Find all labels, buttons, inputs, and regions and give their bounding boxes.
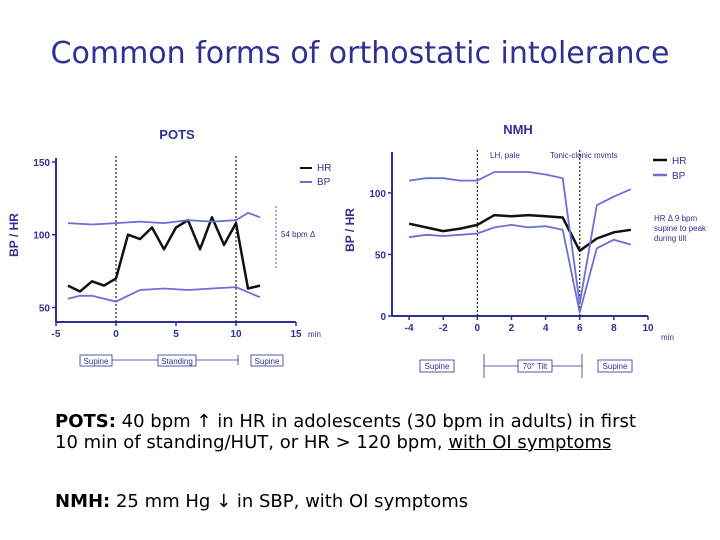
nmh-y-tick-label: 100 — [369, 189, 386, 200]
nmh-x-tick-label: 10 — [642, 323, 654, 334]
nmh-series-bp-low — [408, 224, 632, 314]
nmh-x-unit: min — [661, 333, 674, 342]
pots-legend-hr: HR — [317, 163, 331, 174]
nmh-x-tick-label: 8 — [611, 323, 617, 334]
pots-phase-supine-1: Supine — [84, 357, 109, 366]
nmh-series-bp — [408, 171, 632, 305]
pots-definition-oi-symptoms: with OI symptoms — [448, 432, 612, 453]
nmh-annotation-lh-pale: LH, pale — [490, 151, 520, 160]
pots-legend-bp: BP — [317, 177, 331, 188]
nmh-definition-label: NMH: — [55, 491, 111, 512]
nmh-definition: NMH: 25 mm Hg ↓ in SBP, with OI symptoms — [55, 491, 468, 512]
pots-y-tick-label: 50 — [39, 303, 51, 314]
nmh-x-tick-label: 0 — [475, 323, 481, 334]
pots-x-unit: min — [308, 330, 321, 339]
pots-delta-label: 54 bpm Δ — [281, 230, 316, 239]
nmh-x-tick-label: -4 — [405, 323, 414, 334]
pots-x-tick-label: 5 — [173, 329, 179, 340]
nmh-phase-supine-2: Supine — [603, 362, 628, 371]
pots-definition-line2: 10 min of standing/HUT, or HR > 120 bpm, — [55, 432, 449, 453]
nmh-y-label: BP / HR — [343, 208, 357, 252]
slide-title: Common forms of orthostatic intolerance — [50, 36, 670, 71]
pots-y-tick-label: 150 — [33, 158, 50, 169]
pots-x-tick-label: 15 — [290, 329, 302, 340]
pots-definition: POTS: 40 bpm ↑ in HR in adolescents (30 … — [55, 411, 636, 453]
nmh-legend-bp: BP — [672, 171, 686, 182]
nmh-chart: NMH BP / HR min LH, pale Tonic-clonic mv… — [343, 122, 707, 378]
nmh-phase-supine-1: Supine — [425, 362, 450, 371]
nmh-x-tick-label: 2 — [509, 323, 515, 334]
pots-y-tick-label: 100 — [33, 231, 50, 242]
nmh-y-tick-label: 50 — [375, 250, 387, 261]
nmh-annotation-tonic: Tonic-clonic mvmts — [550, 151, 618, 160]
pots-x-tick-label: -5 — [52, 329, 61, 340]
nmh-hr-note-1: HR Δ 9 bpm — [654, 214, 697, 223]
nmh-series-hr — [408, 213, 632, 253]
pots-series-bp-low — [67, 286, 261, 303]
nmh-phase-bar: Supine 70° Tilt Supine — [419, 354, 633, 378]
pots-phase-supine-2: Supine — [255, 357, 280, 366]
nmh-hr-note-3: during tilt — [654, 234, 687, 243]
pots-series-hr — [67, 216, 261, 293]
nmh-hr-note-2: supine to peak — [654, 224, 707, 233]
pots-y-label: BP / HR — [7, 213, 21, 257]
pots-definition-line1: 40 bpm ↑ in HR in adolescents (30 bpm in… — [115, 411, 636, 432]
pots-definition-label: POTS: — [55, 411, 116, 432]
pots-phase-standing: Standing — [161, 357, 193, 366]
nmh-x-tick-label: 6 — [577, 323, 583, 334]
nmh-x-tick-label: 4 — [543, 323, 549, 334]
nmh-chart-title: NMH — [503, 122, 533, 137]
nmh-definition-text: 25 mm Hg ↓ in SBP, with OI symptoms — [110, 491, 469, 512]
pots-chart-title: POTS — [159, 127, 195, 142]
nmh-x-tick-label: -2 — [439, 323, 448, 334]
pots-series-bp — [67, 212, 261, 226]
nmh-legend-hr: HR — [672, 156, 686, 167]
pots-phase-bar: Supine Standing Supine — [79, 354, 284, 367]
nmh-phase-tilt: 70° Tilt — [523, 362, 548, 371]
pots-x-tick-label: 10 — [230, 329, 242, 340]
pots-x-tick-label: 0 — [113, 329, 119, 340]
nmh-y-tick-label: 0 — [380, 312, 386, 323]
